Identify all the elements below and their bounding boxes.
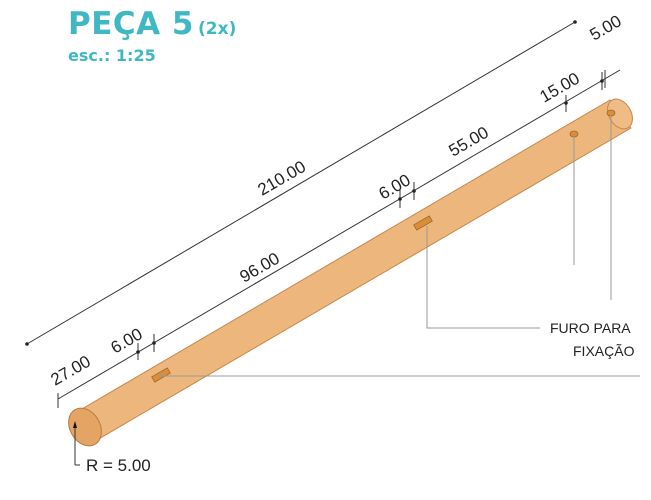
dim-top-end: 5.00 [587,11,625,44]
slot-middle [413,215,433,231]
dim-top-span: 55.00 [446,123,492,161]
slot-left [151,367,171,383]
dim-left-slot: 6.00 [108,324,146,357]
leader-lines [159,115,640,378]
scale-label: esc.: 1:25 [68,46,156,65]
beam-end-right [607,98,633,130]
beam-end-left [68,407,102,447]
dimension-total [26,21,576,345]
dim-total: 210.00 [255,157,310,199]
dim-left-offset: 27.00 [48,352,94,390]
radius-label: R = 5.00 [86,456,151,475]
beam [68,98,633,466]
dim-top-second: 15.00 [537,69,583,107]
hole-label-line1: FURO PARA [550,320,631,336]
dimension-chain [57,69,621,408]
dim-middle-slot: 6.00 [376,170,414,203]
hole-label-line2: FIXAÇÃO [573,343,635,359]
radius-marker [73,421,77,428]
beam-body [74,99,632,441]
piece-title: PEÇA 5 [68,6,195,42]
quantity-label: (2x) [198,19,237,39]
title-block: PEÇA 5 (2x) [68,6,236,42]
